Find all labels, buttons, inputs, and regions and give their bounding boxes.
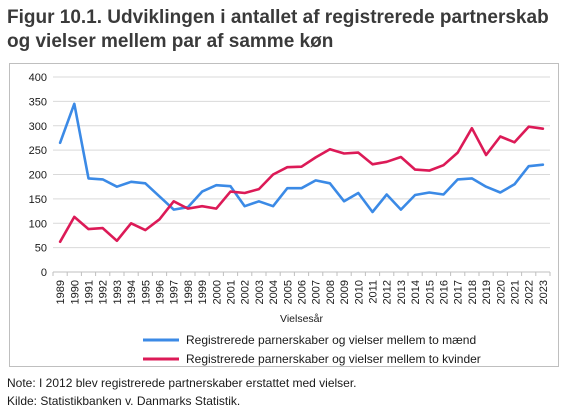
x-tick-label: 1991	[84, 280, 96, 304]
figure-title: Figur 10.1. Udviklingen i antallet af re…	[7, 7, 549, 52]
series-line-maend	[58, 102, 545, 214]
x-tick-label: 1989	[55, 280, 67, 304]
chart-area: 0 50 100 150 200 250 300 350 400 1989 1990 1991 1992…	[9, 63, 559, 367]
y-tick-label: 0	[41, 267, 47, 279]
x-tick-label: 1994	[126, 280, 138, 304]
x-tick-label: 2000	[211, 280, 223, 304]
x-tick-label: 2016	[439, 280, 451, 304]
x-tick-label: 2008	[325, 280, 337, 304]
legend-label: Registrerede parnerskaber og vielser mel…	[186, 352, 481, 366]
y-tick-label: 100	[29, 218, 47, 230]
x-tick-label: 2022	[524, 280, 536, 304]
legend-label: Registrerede parnerskaber og vielser mel…	[186, 333, 476, 347]
x-tick-label: 2002	[240, 280, 252, 304]
x-tick-label: 2009	[339, 280, 351, 304]
x-tick-label: 2007	[311, 280, 323, 304]
y-tick-label: 250	[29, 145, 47, 157]
x-tick-label: 1992	[98, 280, 110, 304]
chart-source: Kilde: Statistikbanken v. Danmarks Stati…	[7, 394, 241, 408]
x-tick-label: 2023	[538, 280, 550, 304]
y-tick-label: 350	[29, 96, 47, 108]
x-tick-label: 2021	[510, 280, 522, 304]
x-tick-label: 1993	[112, 280, 124, 304]
chart-note: Note: I 2012 blev registrerede partnersk…	[7, 376, 357, 390]
x-tick-label: 2014	[410, 280, 422, 304]
x-tick-label: 2005	[282, 280, 294, 304]
x-tick-label: 2006	[297, 280, 309, 304]
x-tick-label: 2020	[495, 280, 507, 304]
x-tick-label: 1995	[140, 280, 152, 304]
x-tick-label: 1999	[197, 280, 209, 304]
x-tick-label: 2003	[254, 280, 266, 304]
x-tick-label: 2004	[268, 280, 280, 304]
x-tick-label: 1998	[183, 280, 195, 304]
x-tick-label: 1997	[169, 280, 181, 304]
x-tick-label: 2018	[467, 280, 479, 304]
x-tick-label: 2013	[396, 280, 408, 304]
x-tick-label: 2019	[481, 280, 493, 304]
series-line-kvinder	[58, 125, 545, 244]
y-tick-label: 200	[29, 170, 47, 182]
x-axis-title: Vielsesår	[280, 313, 323, 325]
y-tick-label: 150	[29, 194, 47, 206]
x-tick-label: 2010	[353, 280, 365, 304]
y-tick-label: 300	[29, 121, 47, 133]
x-tick-label: 1990	[69, 280, 81, 304]
x-tick-label: 2001	[226, 280, 238, 304]
x-tick-label: 2012	[382, 280, 394, 304]
x-tick-label: 2015	[424, 280, 436, 304]
x-tick-label: 2011	[368, 280, 380, 304]
line-chart: 0 50 100 150 200 250 300 350 400 1989 1990 1991 1992…	[29, 72, 551, 366]
x-tick-label: 1996	[155, 280, 167, 304]
y-tick-label: 50	[35, 243, 47, 255]
y-tick-label: 400	[29, 72, 47, 84]
x-tick-label: 2017	[453, 280, 465, 304]
